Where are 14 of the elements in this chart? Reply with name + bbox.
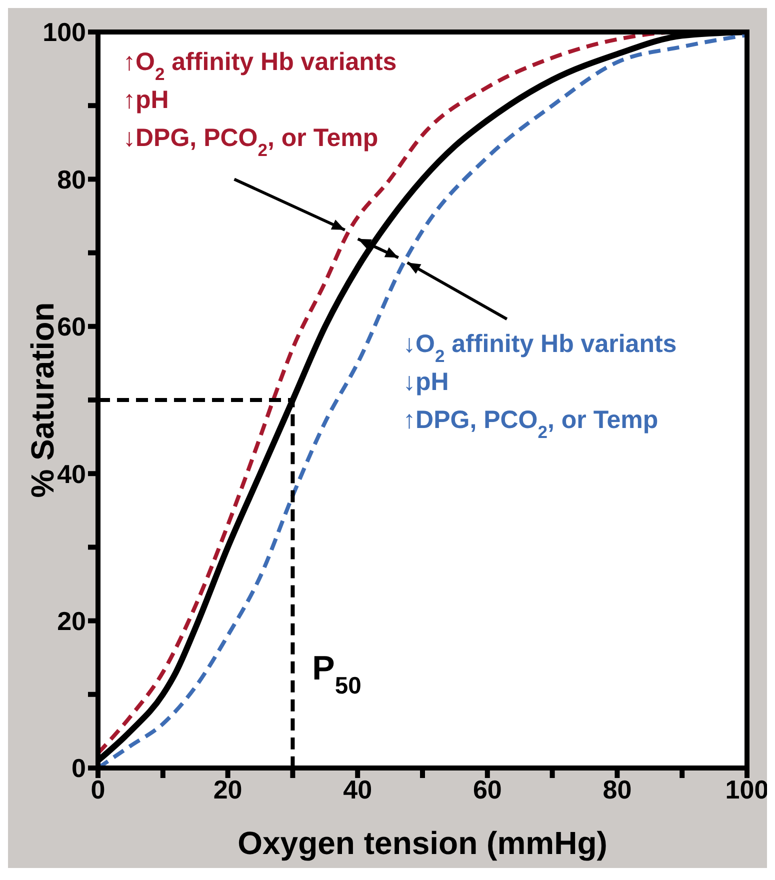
x-tick-label: 0 (90, 774, 106, 804)
y-tick-label: 100 (42, 17, 86, 48)
y-tick-label: 80 (57, 164, 86, 194)
annotation: P$_{50}$ (312, 650, 362, 700)
y-tick-label: 20 (57, 606, 86, 636)
x-tick-label: 20 (213, 774, 242, 804)
x-tick-label: 60 (472, 774, 502, 804)
x-tick-label: 80 (602, 774, 632, 804)
x-tick-label: 40 (343, 774, 372, 804)
y-tick-label: 0 (72, 753, 86, 784)
annotation: ↑O$_{2}$ affinity Hb variants ↑pH ↓DPG, PCO$_{2}$, or Temp (123, 48, 397, 160)
annotation: ↓O$_{2}$ affinity Hb variants ↓pH ↑DPG, PCO$_{2}$, or Temp (403, 330, 677, 442)
x-axis-title: Oxygen tension (mmHg) (238, 825, 608, 861)
y-tick-label: 60 (57, 312, 86, 342)
